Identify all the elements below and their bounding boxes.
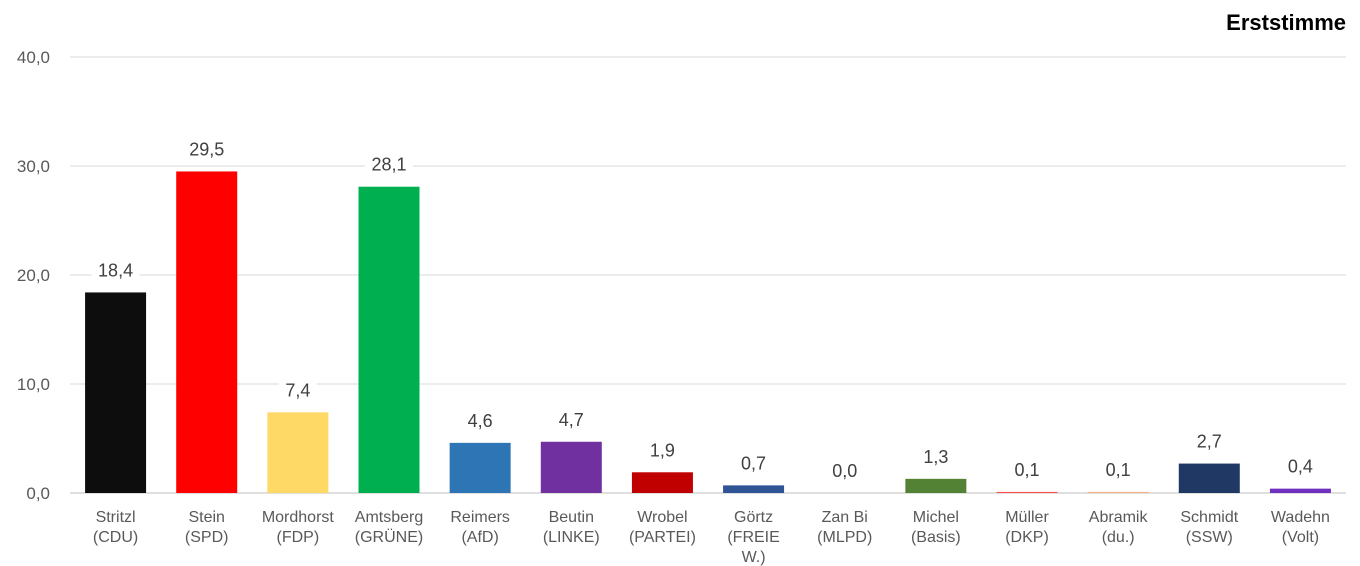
data-label-background — [825, 457, 864, 483]
bar — [85, 292, 147, 493]
bar — [1087, 491, 1149, 493]
data-label: 0,4 — [1288, 457, 1313, 477]
y-tick-label: 40,0 — [17, 48, 50, 67]
category-label: (CDU) — [93, 529, 138, 546]
category-label: (MLPD) — [817, 529, 872, 546]
category-label: Wadehn — [1271, 509, 1330, 526]
category-label: (LINKE) — [543, 529, 600, 546]
y-tick-label: 10,0 — [17, 375, 50, 394]
data-label: 29,5 — [189, 139, 224, 159]
data-label-background — [916, 442, 955, 469]
data-label-background — [552, 405, 591, 432]
data-label-background — [1281, 452, 1320, 479]
data-label: 28,1 — [371, 155, 406, 175]
chart-title: Erststimme — [1226, 10, 1346, 35]
bar — [358, 186, 420, 493]
data-label: 7,4 — [285, 380, 310, 400]
data-label-background — [91, 256, 140, 283]
data-label: 0,1 — [1014, 460, 1039, 480]
data-label: 4,6 — [468, 411, 493, 431]
data-label-background — [461, 406, 500, 433]
category-label: Abramik — [1089, 509, 1149, 526]
category-label: Schmidt — [1180, 509, 1238, 526]
category-label: Stein — [188, 509, 224, 526]
category-label: (GRÜNE) — [355, 528, 423, 546]
category-label: Amtsberg — [355, 509, 423, 526]
data-label-background — [365, 150, 413, 177]
data-label: 0,7 — [741, 453, 766, 473]
category-label: W.) — [742, 549, 766, 566]
data-label: 2,7 — [1197, 432, 1222, 452]
category-label: (du.) — [1102, 529, 1135, 546]
data-label-background — [734, 449, 773, 476]
category-label: Mordhorst — [262, 509, 335, 526]
data-label-background — [278, 376, 317, 403]
bar — [996, 491, 1058, 493]
data-label: 18,4 — [98, 260, 133, 280]
data-label-background — [1099, 455, 1138, 482]
category-label: (FREIE — [727, 529, 779, 546]
category-label: Wrobel — [637, 509, 687, 526]
data-label-background — [182, 135, 231, 162]
category-label: Michel — [913, 509, 959, 526]
category-label: (AfD) — [461, 529, 498, 546]
category-label: (DKP) — [1005, 529, 1049, 546]
bar — [267, 412, 329, 493]
bar — [1178, 463, 1240, 493]
y-tick-label: 20,0 — [17, 266, 50, 285]
category-label: (FDP) — [277, 529, 320, 546]
data-label-background — [1008, 455, 1046, 482]
bar — [905, 478, 967, 493]
category-label: Reimers — [450, 509, 510, 526]
data-label: 1,3 — [923, 447, 948, 467]
category-label: (SSW) — [1186, 529, 1233, 546]
bar — [1269, 488, 1331, 493]
data-label-background — [643, 436, 682, 463]
category-label: Zan Bi — [822, 509, 868, 526]
bar — [631, 472, 693, 493]
category-label: (SPD) — [185, 529, 229, 546]
data-label: 1,9 — [650, 440, 675, 460]
category-label: (Basis) — [911, 529, 961, 546]
data-label: 0,0 — [832, 461, 857, 481]
bar — [723, 485, 785, 493]
category-label: Müller — [1005, 509, 1049, 526]
category-label: (PARTEI) — [629, 529, 696, 546]
data-label: 4,7 — [559, 410, 584, 430]
y-tick-label: 0,0 — [26, 484, 50, 503]
bar — [449, 442, 511, 493]
category-label: Stritzl — [96, 509, 136, 526]
category-label: (Volt) — [1282, 529, 1319, 546]
category-label: Beutin — [549, 509, 594, 526]
category-label: Görtz — [734, 509, 773, 526]
y-tick-label: 30,0 — [17, 157, 50, 176]
bar — [540, 441, 602, 493]
bar — [176, 171, 238, 493]
data-label: 0,1 — [1106, 460, 1131, 480]
data-label-background — [1190, 427, 1229, 454]
